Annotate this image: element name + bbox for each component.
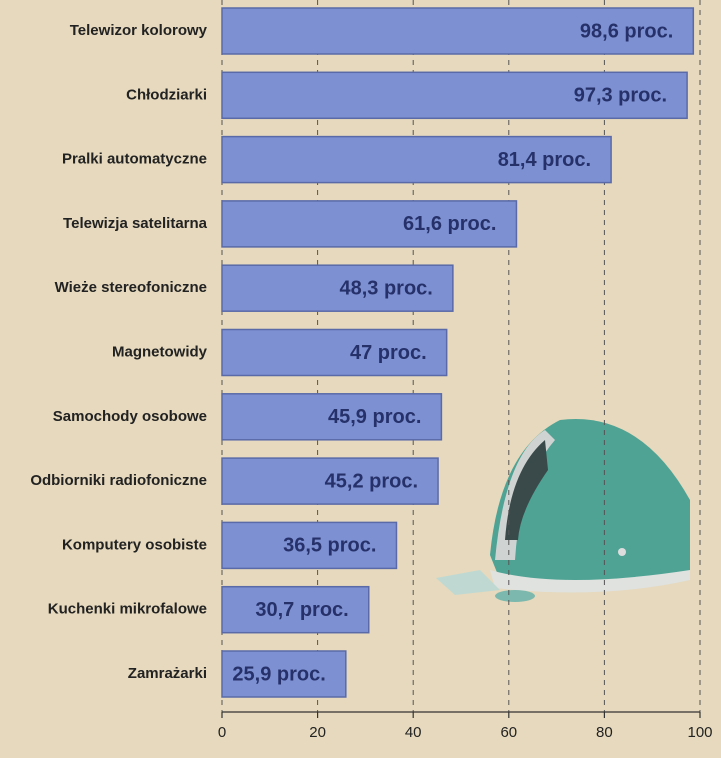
- category-label: Magnetowidy: [112, 343, 208, 360]
- bar: [221, 457, 439, 505]
- x-tick-label: 20: [309, 724, 326, 741]
- bar: [221, 7, 695, 55]
- category-label: Samochody osobowe: [53, 408, 207, 425]
- value-label: 61,6 proc.: [403, 213, 496, 235]
- x-tick-label: 80: [596, 724, 613, 741]
- category-label: Wieże stereofoniczne: [55, 279, 207, 296]
- bar: [221, 71, 688, 120]
- value-label: 30,7 proc.: [255, 599, 348, 621]
- value-label: 36,5 proc.: [283, 535, 376, 557]
- bar: [221, 585, 370, 634]
- value-label: 47 proc.: [350, 342, 427, 364]
- x-tick-label: 100: [687, 724, 712, 741]
- bar: [221, 328, 448, 377]
- value-label: 81,4 proc.: [498, 149, 591, 171]
- bar: [221, 393, 443, 441]
- computer-illustration: [436, 419, 690, 602]
- category-label: Komputery osobiste: [62, 536, 207, 553]
- x-tick-label: 0: [218, 724, 226, 741]
- bar: [221, 200, 518, 248]
- bar: [221, 521, 398, 570]
- bar: [221, 135, 612, 184]
- bar: [221, 264, 454, 312]
- category-label: Odbiorniki radiofoniczne: [30, 472, 207, 489]
- bar: [221, 650, 347, 698]
- value-label: 45,9 proc.: [328, 406, 421, 428]
- x-tick-label: 40: [405, 724, 422, 741]
- category-label: Telewizja satelitarna: [63, 215, 208, 232]
- value-label: 97,3 proc.: [574, 85, 667, 107]
- category-label: Kuchenki mikrofalowe: [48, 601, 207, 618]
- value-label: 48,3 proc.: [339, 277, 432, 299]
- plot: 0 20 40 60 80 100 Telewizor kolorowy 98,6 proc.…: [30, 0, 713, 741]
- category-label: Telewizor kolorowy: [70, 22, 208, 39]
- value-label: 25,9 proc.: [232, 663, 325, 685]
- x-tick-label: 60: [500, 724, 517, 741]
- category-label: Zamrażarki: [128, 665, 207, 682]
- category-label: Pralki automatyczne: [62, 151, 207, 168]
- category-label: Chłodziarki: [126, 86, 207, 103]
- value-label: 98,6 proc.: [580, 20, 673, 42]
- value-label: 45,2 proc.: [325, 470, 418, 492]
